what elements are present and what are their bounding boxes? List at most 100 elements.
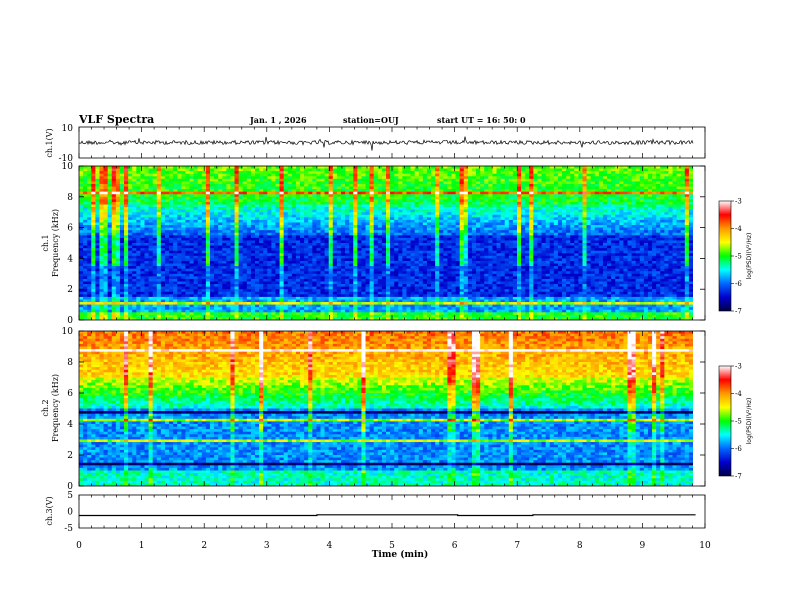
spectrogram-cell bbox=[418, 181, 424, 185]
spectrogram-cell bbox=[660, 225, 665, 228]
spectrogram-cell bbox=[545, 186, 551, 190]
spectrogram-cell bbox=[635, 214, 641, 218]
spectrogram-cell bbox=[406, 181, 411, 185]
spectrogram-cell bbox=[668, 222, 673, 226]
spectrogram-cell bbox=[562, 178, 567, 182]
spectrogram-cell bbox=[447, 183, 452, 187]
spectrogram-cell bbox=[250, 214, 256, 218]
spectrogram-cell bbox=[115, 248, 121, 251]
spectrogram-cell bbox=[361, 227, 366, 231]
spectrogram-cell bbox=[332, 207, 338, 210]
spectrogram-cell bbox=[169, 237, 174, 241]
spectrogram-cell bbox=[500, 183, 505, 187]
spectrogram-cell bbox=[656, 199, 661, 203]
spectrogram-cell bbox=[562, 186, 567, 190]
spectrogram-cell bbox=[607, 183, 612, 187]
spectrogram-cell bbox=[369, 225, 375, 228]
spectrogram-cell bbox=[250, 191, 256, 195]
spectrogram-cell bbox=[471, 196, 477, 200]
spectrogram-cell bbox=[627, 237, 632, 241]
spectrogram-cell bbox=[496, 171, 501, 174]
spectrogram-cell bbox=[476, 217, 481, 221]
spectrogram-cell bbox=[283, 243, 289, 246]
spectrogram-cell bbox=[623, 168, 628, 172]
spectrogram-cell bbox=[562, 171, 567, 174]
spectrogram-cell bbox=[410, 245, 415, 249]
spectrogram-cell bbox=[406, 217, 411, 221]
spectrogram-cell bbox=[443, 189, 448, 192]
spectrogram-cell bbox=[664, 222, 669, 226]
spectrogram-cell bbox=[156, 243, 162, 246]
spectrogram-cell bbox=[124, 204, 129, 208]
spectrogram-cell bbox=[369, 214, 375, 218]
spectrogram-cell bbox=[422, 186, 428, 190]
spectrogram-cell bbox=[607, 219, 612, 223]
spectrogram-cell bbox=[271, 243, 276, 246]
spectrogram-cell bbox=[222, 204, 227, 208]
spectrogram-cell bbox=[549, 186, 555, 190]
spectrogram-cell bbox=[426, 240, 432, 244]
spectrogram-cell bbox=[656, 243, 661, 246]
spectrogram-cell bbox=[87, 219, 92, 223]
spectrogram-cell bbox=[381, 191, 387, 195]
spectrogram-cell bbox=[95, 237, 100, 241]
spectrogram-cell bbox=[316, 227, 321, 231]
spectrogram-cell bbox=[639, 194, 645, 198]
start-time-label: start UT = 16: 50: 0 bbox=[437, 115, 526, 125]
spectrogram-cell bbox=[295, 217, 301, 221]
spectrogram-cell bbox=[459, 237, 465, 241]
spectrogram-cell bbox=[553, 227, 559, 231]
spectrogram-cell bbox=[230, 171, 235, 174]
spectrogram-cell bbox=[250, 207, 256, 210]
spectrogram-cell bbox=[676, 199, 682, 203]
spectrogram-cell bbox=[83, 166, 88, 169]
spectrogram-cell bbox=[394, 199, 399, 203]
spectrogram-cell bbox=[308, 227, 313, 231]
spectrogram-cell bbox=[459, 196, 465, 200]
spectrogram-cell bbox=[643, 181, 649, 185]
spectrogram-cell bbox=[680, 201, 686, 205]
spectrogram-cell bbox=[242, 168, 248, 172]
spectrogram-cell bbox=[300, 176, 305, 180]
spectrogram-cell bbox=[173, 245, 178, 249]
spectrogram-cell bbox=[173, 166, 178, 169]
spectrogram-cell bbox=[582, 194, 587, 198]
spectrogram-cell bbox=[87, 245, 92, 249]
spectrogram-cell bbox=[574, 240, 579, 244]
spectrogram-cell bbox=[504, 243, 510, 246]
spectrogram-cell bbox=[660, 183, 665, 187]
spectrogram-cell bbox=[529, 178, 534, 182]
spectrogram-cell bbox=[631, 209, 636, 213]
spectrogram-cell bbox=[136, 235, 141, 239]
spectrogram-cell bbox=[578, 191, 583, 195]
spectrogram-cell bbox=[402, 176, 407, 180]
spectrogram-cell bbox=[95, 181, 100, 185]
spectrogram-cell bbox=[181, 204, 186, 208]
spectrogram-cell bbox=[173, 178, 178, 182]
spectrogram-cell bbox=[623, 222, 628, 226]
spectrogram-cell bbox=[594, 171, 600, 174]
spectrogram-cell bbox=[611, 191, 616, 195]
spectrogram-cell bbox=[369, 199, 375, 203]
spectrogram-cell bbox=[676, 186, 682, 190]
spectrogram-cell bbox=[443, 214, 448, 218]
spectrogram-cell bbox=[242, 173, 248, 177]
spectrogram-cell bbox=[283, 245, 289, 249]
spectrogram-cell bbox=[279, 232, 284, 236]
spectrogram-cell bbox=[476, 204, 481, 208]
spectrogram-cell bbox=[488, 207, 493, 210]
spectrogram-cell bbox=[562, 189, 567, 192]
spectrogram-cell bbox=[328, 214, 334, 218]
spectrogram-cell bbox=[95, 196, 100, 200]
spectrogram-cell bbox=[365, 232, 370, 236]
spectrogram-cell bbox=[652, 191, 657, 195]
spectrogram-cell bbox=[332, 199, 338, 203]
spectrogram-cell bbox=[398, 217, 403, 221]
spectrogram-cell bbox=[361, 214, 366, 218]
spectrogram-cell bbox=[95, 250, 100, 254]
spectrogram-cell bbox=[169, 194, 174, 198]
spectrogram-cell bbox=[394, 207, 399, 210]
spectrogram-cell bbox=[365, 214, 370, 218]
spectrogram-cell bbox=[586, 243, 591, 246]
spectrogram-cell bbox=[119, 248, 125, 251]
